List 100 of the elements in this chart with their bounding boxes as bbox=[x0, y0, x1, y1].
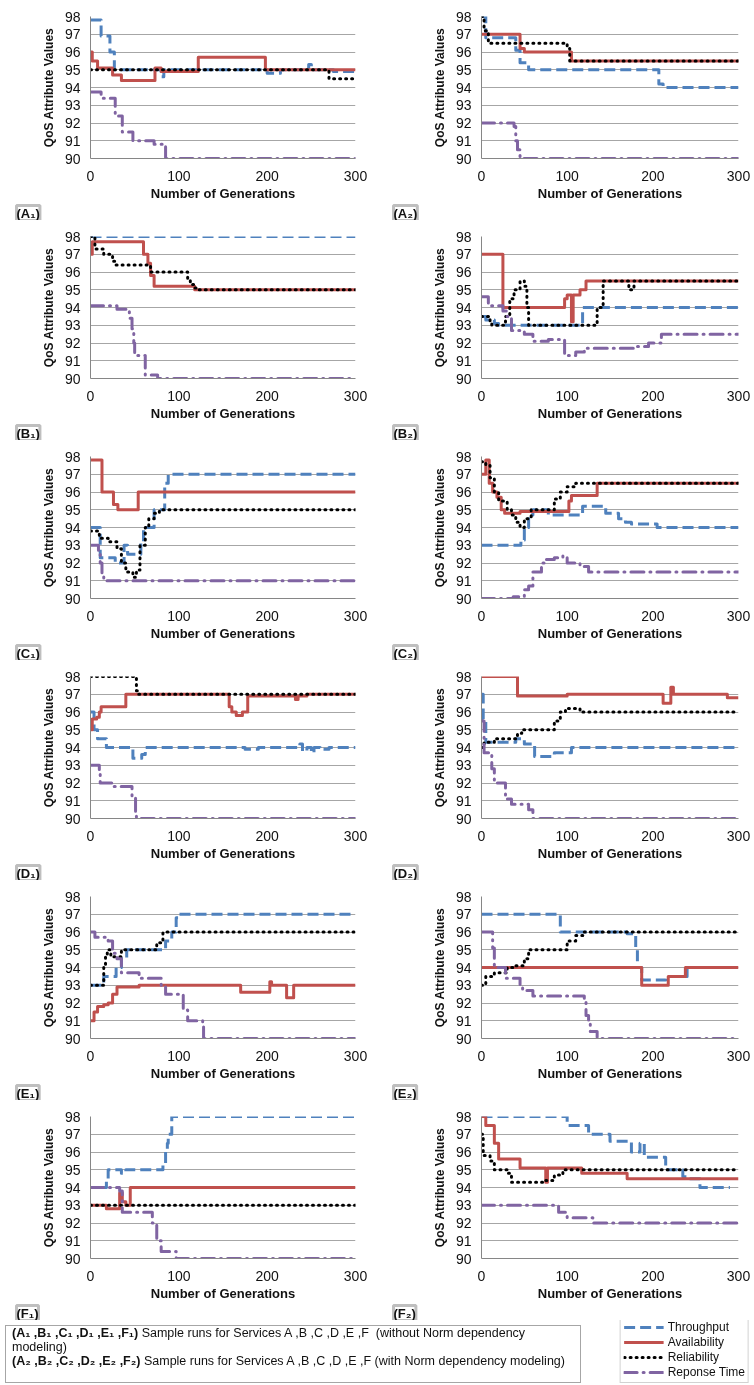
y-tick-label: 94 bbox=[455, 959, 472, 976]
y-tick-label: 90 bbox=[455, 150, 472, 167]
y-tick-label: 94 bbox=[455, 519, 472, 536]
y-tick-label: 97 bbox=[455, 26, 472, 43]
text: (A₂) bbox=[393, 205, 418, 221]
y-axis-title: QoS Attribute Values bbox=[432, 467, 447, 588]
y-tick-label: 96 bbox=[455, 44, 472, 60]
y-tick-label: 94 bbox=[455, 1179, 472, 1196]
y-tick-label: 94 bbox=[64, 519, 81, 536]
x-tick-label: 200 bbox=[641, 1267, 665, 1284]
y-tick-label: 90 bbox=[64, 370, 81, 387]
x-tick-label: 300 bbox=[343, 167, 368, 184]
x-tick-label: 100 bbox=[167, 387, 191, 404]
y-tick-label: 94 bbox=[455, 739, 472, 756]
y-tick-label: 91 bbox=[455, 1232, 472, 1249]
x-tick-label: 200 bbox=[255, 167, 280, 184]
y-tick-label: 96 bbox=[455, 484, 472, 500]
y-tick-label: 94 bbox=[64, 1179, 81, 1196]
x-tick-label: 100 bbox=[167, 1267, 191, 1284]
y-tick-label: 91 bbox=[64, 792, 81, 809]
x-tick-label: 300 bbox=[726, 167, 751, 184]
text: (D₂) bbox=[393, 865, 418, 881]
y-tick-label: 91 bbox=[455, 792, 472, 809]
x-tick-label: 200 bbox=[255, 1267, 280, 1284]
text: (A₁) bbox=[16, 205, 40, 221]
y-tick-label: 95 bbox=[64, 941, 81, 958]
x-tick-label: 0 bbox=[477, 1047, 486, 1064]
y-tick-label: 92 bbox=[64, 995, 81, 1011]
y-tick-label: 96 bbox=[64, 1144, 81, 1160]
x-tick-label: 200 bbox=[641, 167, 665, 184]
y-axis-title: QoS Attribute Values bbox=[432, 687, 447, 808]
y-tick-label: 94 bbox=[64, 299, 81, 316]
y-tick-label: 91 bbox=[64, 132, 81, 149]
y-tick-label: 95 bbox=[455, 941, 472, 958]
y-tick-label: 95 bbox=[64, 501, 81, 518]
y-tick-label: 90 bbox=[455, 370, 472, 387]
y-tick-label: 93 bbox=[455, 757, 472, 774]
y-tick-label: 93 bbox=[455, 1197, 472, 1214]
x-tick-label: 200 bbox=[641, 387, 665, 404]
x-tick-label: 100 bbox=[555, 827, 580, 844]
y-tick-label: 98 bbox=[455, 448, 472, 465]
y-axis-title: QoS Attribute Values bbox=[41, 1127, 56, 1248]
y-tick-label: 95 bbox=[455, 281, 472, 298]
y-tick-label: 91 bbox=[455, 132, 472, 149]
y-tick-label: 93 bbox=[64, 97, 81, 114]
y-tick-label: 91 bbox=[455, 1012, 472, 1029]
y-axis-title: QoS Attribute Values bbox=[41, 27, 56, 148]
y-tick-label: 90 bbox=[64, 1250, 81, 1267]
x-tick-label: 300 bbox=[343, 1047, 368, 1064]
y-axis-title: QoS Attribute Values bbox=[432, 907, 447, 1028]
x-tick-label: 300 bbox=[343, 827, 368, 844]
text: (C₁) bbox=[16, 645, 40, 661]
y-tick-label: 93 bbox=[455, 537, 472, 554]
y-tick-label: 92 bbox=[455, 1215, 472, 1231]
x-axis-title: Number of Generations bbox=[537, 625, 683, 641]
y-tick-label: 91 bbox=[455, 352, 472, 369]
y-tick-label: 91 bbox=[64, 572, 81, 589]
y-tick-label: 92 bbox=[455, 555, 472, 571]
text: (F₁) bbox=[16, 1305, 39, 1321]
y-tick-label: 92 bbox=[455, 335, 472, 351]
y-axis-title: QoS Attribute Values bbox=[41, 687, 56, 808]
text: (A₁ ,B₁ ,C₁ ,D₁ ,E₁ ,F₁) Sample runs for Services A ,B ,C ,D ,E ,F (without Norm dependency modeling) bbox=[12, 1326, 526, 1354]
x-axis-title: Number of Generations bbox=[537, 405, 683, 421]
x-tick-label: 0 bbox=[477, 607, 486, 624]
y-tick-label: 92 bbox=[64, 1215, 81, 1231]
x-tick-label: 300 bbox=[343, 387, 368, 404]
x-tick-label: 100 bbox=[167, 607, 191, 624]
x-tick-label: 0 bbox=[86, 1267, 95, 1284]
x-tick-label: 200 bbox=[255, 607, 280, 624]
y-tick-label: 98 bbox=[64, 228, 81, 245]
y-axis-title: QoS Attribute Values bbox=[41, 907, 56, 1028]
x-axis-title: Number of Generations bbox=[150, 1285, 296, 1301]
y-tick-label: 96 bbox=[64, 484, 81, 500]
x-axis-title: Number of Generations bbox=[150, 845, 296, 861]
y-tick-label: 97 bbox=[64, 1126, 81, 1143]
y-tick-label: 95 bbox=[455, 61, 472, 78]
y-tick-label: 96 bbox=[455, 704, 472, 720]
y-axis-title: QoS Attribute Values bbox=[432, 247, 447, 368]
y-tick-label: 96 bbox=[455, 1144, 472, 1160]
y-tick-label: 96 bbox=[64, 924, 81, 940]
y-tick-label: 91 bbox=[64, 1232, 81, 1249]
x-axis-title: Number of Generations bbox=[537, 845, 683, 861]
y-tick-label: 97 bbox=[455, 906, 472, 923]
text: (A₂ ,B₂ ,C₂ ,D₂ ,E₂ ,F₂) Sample runs for Services A ,B ,C ,D ,E ,F (with Norm dependency modeling) bbox=[12, 1353, 566, 1369]
y-tick-label: 98 bbox=[64, 8, 81, 25]
legend-label: Throughput bbox=[667, 1320, 730, 1334]
x-tick-label: 0 bbox=[86, 167, 95, 184]
y-tick-label: 97 bbox=[455, 1126, 472, 1143]
x-tick-label: 100 bbox=[555, 1267, 580, 1284]
y-tick-label: 92 bbox=[64, 115, 81, 131]
text: (E₂) bbox=[393, 1085, 417, 1101]
x-tick-label: 0 bbox=[477, 167, 486, 184]
x-tick-label: 0 bbox=[477, 387, 486, 404]
y-tick-label: 98 bbox=[64, 668, 81, 685]
y-tick-label: 92 bbox=[64, 555, 81, 571]
y-tick-label: 95 bbox=[64, 721, 81, 738]
y-tick-label: 95 bbox=[64, 61, 81, 78]
y-axis-title: QoS Attribute Values bbox=[41, 467, 56, 588]
y-tick-label: 90 bbox=[64, 1030, 81, 1047]
y-tick-label: 92 bbox=[455, 775, 472, 791]
